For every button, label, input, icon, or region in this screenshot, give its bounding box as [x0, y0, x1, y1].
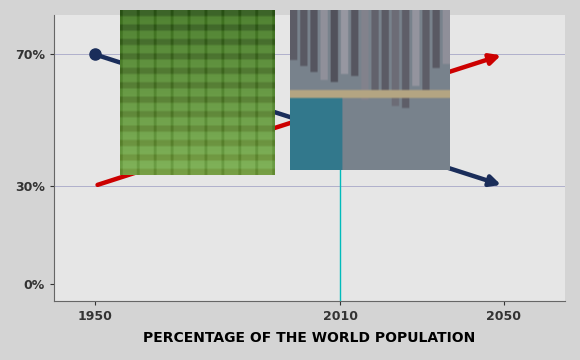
X-axis label: PERCENTAGE OF THE WORLD POPULATION: PERCENTAGE OF THE WORLD POPULATION [143, 331, 476, 345]
